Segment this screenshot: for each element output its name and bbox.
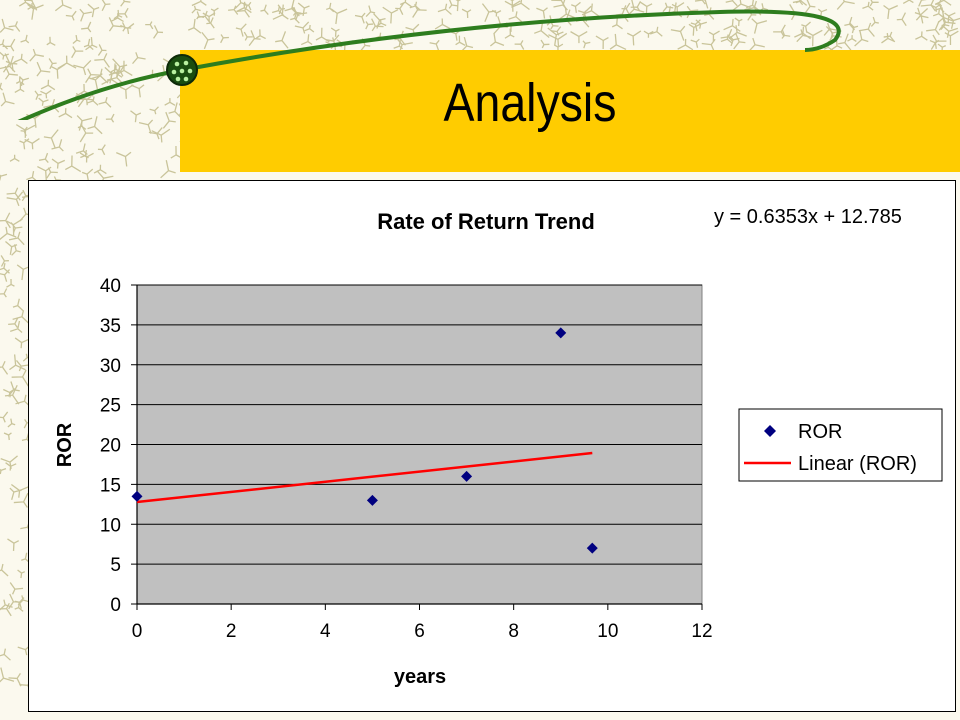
data-point <box>131 490 143 502</box>
data-point <box>461 470 473 482</box>
y-tick-label: 10 <box>100 515 121 536</box>
data-point <box>555 327 567 339</box>
x-tick-label: 2 <box>226 621 237 642</box>
trendline <box>136 451 593 504</box>
trendline-equation: y = 0.6353x + 12.785 <box>714 206 902 228</box>
x-tick-label: 8 <box>508 621 519 642</box>
y-tick-label: 30 <box>100 356 121 377</box>
y-tick-label: 15 <box>100 475 121 496</box>
y-tick-label: 25 <box>100 396 121 417</box>
title-band <box>180 50 960 172</box>
legend-label-linear: Linear (ROR) <box>798 453 917 475</box>
y-tick-label: 35 <box>100 316 121 337</box>
slide-title: Analysis <box>443 73 617 133</box>
x-tick-label: 0 <box>132 621 143 642</box>
x-axis-label: years <box>394 666 446 688</box>
chart-area: Rate of Return Trend y = 0.6353x + 12.78… <box>28 180 956 712</box>
orb-icon <box>166 54 198 86</box>
chart-svg: Rate of Return Trend y = 0.6353x + 12.78… <box>54 206 943 688</box>
data-point <box>586 542 598 554</box>
y-tick-label: 5 <box>110 555 121 576</box>
chart-title: Rate of Return Trend <box>377 209 595 234</box>
y-tick-label: 20 <box>100 436 121 457</box>
y-axis-label: ROR <box>54 422 76 467</box>
legend-label-ror: ROR <box>798 421 842 443</box>
y-tick-label: 0 <box>110 595 121 616</box>
data-point <box>366 494 378 506</box>
y-tick-label: 40 <box>100 276 121 297</box>
legend-box <box>738 408 943 482</box>
x-tick-label: 10 <box>597 621 618 642</box>
x-tick-label: 6 <box>414 621 425 642</box>
x-tick-label: 12 <box>691 621 712 642</box>
legend: ROR Linear (ROR) <box>738 408 943 482</box>
legend-marker-ror <box>764 425 776 437</box>
x-tick-label: 4 <box>320 621 331 642</box>
swoosh-decoration <box>17 9 841 120</box>
